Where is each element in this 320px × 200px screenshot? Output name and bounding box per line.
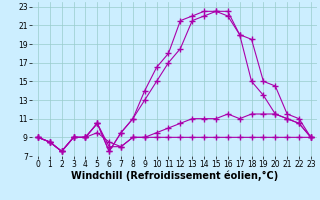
X-axis label: Windchill (Refroidissement éolien,°C): Windchill (Refroidissement éolien,°C): [71, 171, 278, 181]
